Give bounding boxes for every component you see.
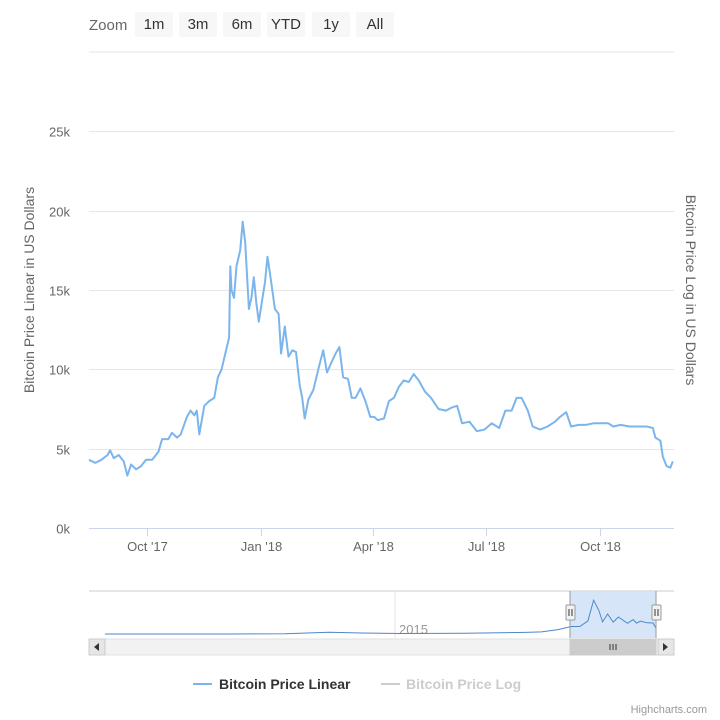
zoom-button-label: 6m	[232, 16, 253, 33]
legend-item-bitcoin-price-linear[interactable]: Bitcoin Price Linear	[193, 676, 351, 692]
zoom-button-ytd[interactable]: YTD	[267, 12, 305, 37]
zoom-button-label: All	[367, 16, 384, 33]
y-tick-label: 20k	[49, 205, 70, 220]
navigator-tick-label: 2015	[399, 622, 428, 637]
zoom-label: Zoom	[89, 17, 127, 34]
y-axis-title-right: Bitcoin Price Log in US Dollars	[683, 195, 699, 386]
zoom-button-6m[interactable]: 6m	[223, 12, 261, 37]
y-tick-label: 0k	[56, 522, 70, 537]
zoom-button-3m[interactable]: 3m	[179, 12, 217, 37]
zoom-button-1m[interactable]: 1m	[135, 12, 173, 37]
zoom-button-label: 1m	[144, 16, 165, 33]
y-tick-label: 10k	[49, 363, 70, 378]
x-tick-label: Jan '18	[241, 539, 283, 554]
navigator-handle-left[interactable]	[565, 604, 576, 621]
x-tick-label: Jul '18	[468, 539, 505, 554]
legend-label: Bitcoin Price Log	[406, 676, 521, 692]
arrow-left-icon	[94, 643, 99, 651]
navigator-series-line	[105, 598, 657, 635]
y-tick-label: 5k	[56, 443, 70, 458]
navigator-handle-right[interactable]	[651, 604, 662, 621]
x-tick-label: Oct '17	[127, 539, 168, 554]
y-axis-title-left: Bitcoin Price Linear in US Dollars	[21, 187, 37, 393]
scrollbar-right-button[interactable]	[657, 638, 675, 656]
scrollbar[interactable]	[88, 638, 675, 656]
x-axis: Oct '17 Jan '18 Apr '18 Jul '18 Oct '18	[127, 528, 621, 554]
y-axis-ticks: 0k 5k 10k 15k 20k 25k	[49, 125, 70, 537]
zoom-button-label: 1y	[323, 16, 339, 33]
legend: Bitcoin Price Linear Bitcoin Price Log	[193, 676, 521, 692]
scrollbar-thumb[interactable]	[569, 638, 657, 656]
y-tick-label: 25k	[49, 125, 70, 140]
navigator-selected-range[interactable]	[570, 591, 656, 638]
zoom-button-label: 3m	[188, 16, 209, 33]
x-tick-label: Apr '18	[353, 539, 394, 554]
zoom-button-all[interactable]: All	[356, 12, 394, 37]
zoom-button-1y[interactable]: 1y	[312, 12, 350, 37]
y-tick-label: 15k	[49, 284, 70, 299]
series-line-bitcoin-price-linear[interactable]	[88, 220, 674, 477]
range-selector: Zoom 1m 3m 6m YTD 1y All	[89, 12, 394, 37]
arrow-right-icon	[663, 643, 668, 651]
credits-link[interactable]: Highcharts.com	[631, 704, 707, 716]
x-tick-label: Oct '18	[580, 539, 621, 554]
legend-label: Bitcoin Price Linear	[219, 676, 351, 692]
zoom-button-label: YTD	[271, 16, 301, 33]
y-grid	[89, 131, 674, 529]
scrollbar-left-button[interactable]	[88, 638, 106, 656]
navigator[interactable]: 2015	[89, 590, 674, 638]
legend-item-bitcoin-price-log[interactable]: Bitcoin Price Log	[381, 676, 521, 692]
